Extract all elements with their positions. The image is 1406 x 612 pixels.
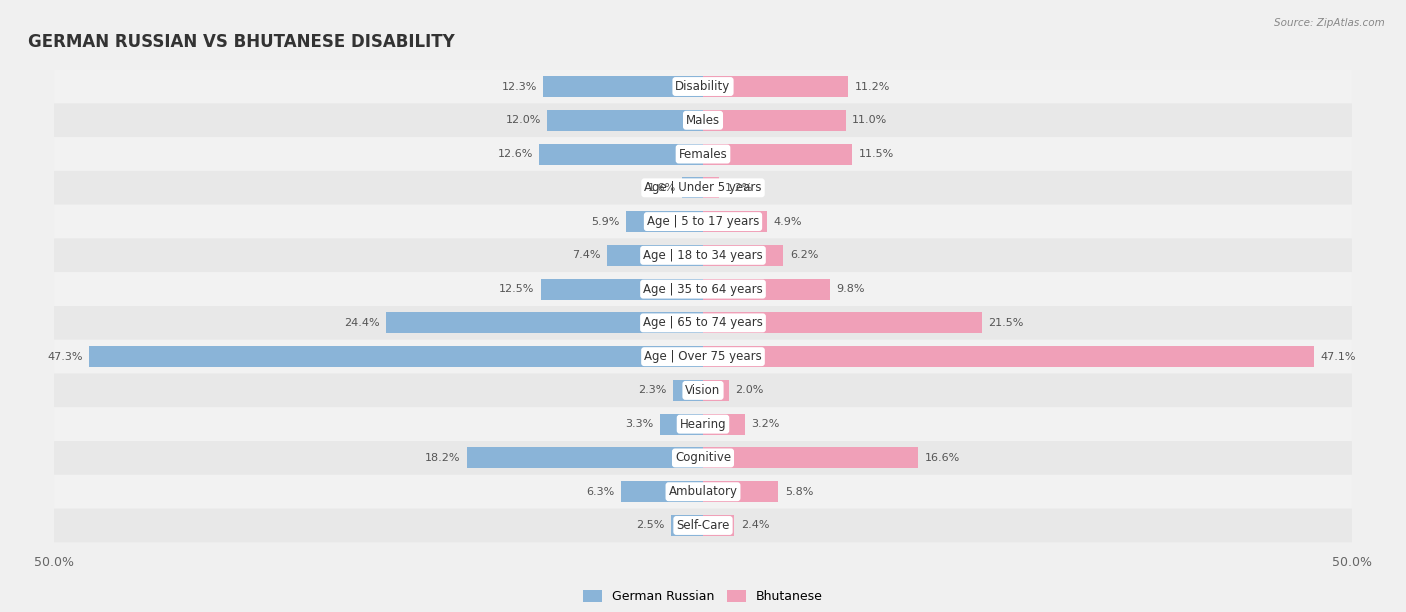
Bar [547, 110, 703, 131]
Bar [543, 76, 703, 97]
Bar [703, 211, 766, 232]
FancyBboxPatch shape [53, 475, 1353, 509]
Bar [703, 515, 734, 536]
Text: Females: Females [679, 147, 727, 160]
Text: Age | 5 to 17 years: Age | 5 to 17 years [647, 215, 759, 228]
Text: 1.6%: 1.6% [648, 183, 676, 193]
Text: 6.2%: 6.2% [790, 250, 818, 260]
Bar [673, 380, 703, 401]
Text: 9.8%: 9.8% [837, 284, 865, 294]
Text: 18.2%: 18.2% [425, 453, 460, 463]
Legend: German Russian, Bhutanese: German Russian, Bhutanese [578, 585, 828, 608]
Bar [627, 211, 703, 232]
Text: Age | 65 to 74 years: Age | 65 to 74 years [643, 316, 763, 329]
FancyBboxPatch shape [53, 441, 1353, 475]
FancyBboxPatch shape [53, 340, 1353, 373]
Text: Age | Over 75 years: Age | Over 75 years [644, 350, 762, 363]
Bar [387, 312, 703, 334]
Text: 2.5%: 2.5% [636, 520, 664, 531]
Text: 12.3%: 12.3% [502, 81, 537, 92]
Text: Self-Care: Self-Care [676, 519, 730, 532]
Bar [703, 144, 852, 165]
Text: 5.8%: 5.8% [785, 487, 813, 497]
Text: Ambulatory: Ambulatory [668, 485, 738, 498]
FancyBboxPatch shape [53, 239, 1353, 272]
FancyBboxPatch shape [53, 103, 1353, 137]
Text: 2.4%: 2.4% [741, 520, 769, 531]
Text: Age | 18 to 34 years: Age | 18 to 34 years [643, 249, 763, 262]
Text: Males: Males [686, 114, 720, 127]
Bar [703, 110, 846, 131]
Text: Age | 35 to 64 years: Age | 35 to 64 years [643, 283, 763, 296]
FancyBboxPatch shape [53, 408, 1353, 441]
Bar [89, 346, 703, 367]
Text: Vision: Vision [685, 384, 721, 397]
Text: 11.0%: 11.0% [852, 115, 887, 125]
Text: 2.3%: 2.3% [638, 386, 666, 395]
Text: 47.1%: 47.1% [1320, 352, 1357, 362]
FancyBboxPatch shape [53, 306, 1353, 340]
Text: 12.5%: 12.5% [499, 284, 534, 294]
Text: 4.9%: 4.9% [773, 217, 801, 226]
Bar [540, 144, 703, 165]
FancyBboxPatch shape [53, 272, 1353, 306]
Text: 12.0%: 12.0% [505, 115, 541, 125]
Text: 6.3%: 6.3% [586, 487, 614, 497]
FancyBboxPatch shape [53, 171, 1353, 204]
Bar [703, 245, 783, 266]
Bar [703, 312, 981, 334]
Text: 11.5%: 11.5% [859, 149, 894, 159]
Bar [703, 481, 779, 502]
Text: 7.4%: 7.4% [572, 250, 600, 260]
Bar [621, 481, 703, 502]
Bar [703, 76, 848, 97]
Text: 3.2%: 3.2% [751, 419, 779, 429]
FancyBboxPatch shape [53, 137, 1353, 171]
Bar [703, 380, 728, 401]
Text: 5.9%: 5.9% [592, 217, 620, 226]
Bar [607, 245, 703, 266]
Bar [703, 414, 745, 435]
Bar [703, 278, 830, 300]
Text: 16.6%: 16.6% [925, 453, 960, 463]
Text: Source: ZipAtlas.com: Source: ZipAtlas.com [1274, 18, 1385, 28]
FancyBboxPatch shape [53, 204, 1353, 239]
Text: 12.6%: 12.6% [498, 149, 533, 159]
Text: 47.3%: 47.3% [48, 352, 83, 362]
FancyBboxPatch shape [53, 509, 1353, 542]
Text: 3.3%: 3.3% [626, 419, 654, 429]
Bar [703, 177, 718, 198]
Text: 11.2%: 11.2% [855, 81, 890, 92]
Text: Cognitive: Cognitive [675, 452, 731, 465]
Bar [703, 447, 918, 468]
Text: 2.0%: 2.0% [735, 386, 763, 395]
FancyBboxPatch shape [53, 373, 1353, 408]
FancyBboxPatch shape [53, 70, 1353, 103]
Text: Hearing: Hearing [679, 417, 727, 431]
Text: 1.2%: 1.2% [725, 183, 754, 193]
Bar [682, 177, 703, 198]
Bar [541, 278, 703, 300]
Bar [703, 346, 1315, 367]
Text: Disability: Disability [675, 80, 731, 93]
Bar [467, 447, 703, 468]
Bar [661, 414, 703, 435]
Text: 24.4%: 24.4% [344, 318, 380, 328]
Text: Age | Under 5 years: Age | Under 5 years [644, 181, 762, 195]
Text: 21.5%: 21.5% [988, 318, 1024, 328]
Text: GERMAN RUSSIAN VS BHUTANESE DISABILITY: GERMAN RUSSIAN VS BHUTANESE DISABILITY [28, 33, 456, 51]
Bar [671, 515, 703, 536]
